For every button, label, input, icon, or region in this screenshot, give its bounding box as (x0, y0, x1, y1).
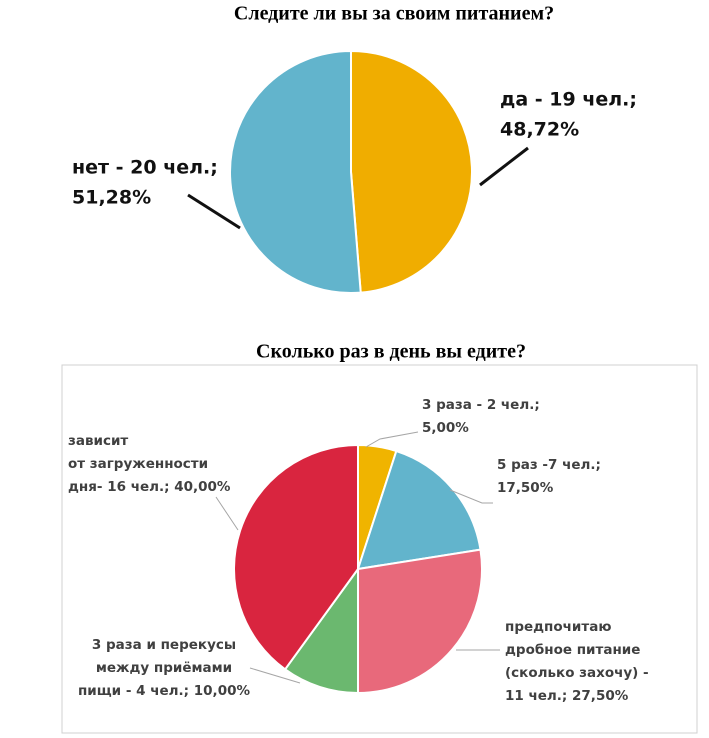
data-label: 5,00% (422, 420, 469, 436)
data-label: 3 раза и перекусы (92, 637, 236, 653)
data-label: зависит (68, 433, 128, 449)
pie-slice (233, 443, 359, 671)
leader-line (249, 667, 301, 684)
pie-slice (357, 548, 483, 695)
data-label: 51,28% (72, 187, 151, 209)
data-label: 48,72% (500, 119, 579, 141)
data-label: (сколько захочу) - (505, 665, 649, 681)
pie-slice (229, 49, 362, 294)
data-label: предпочитаю (505, 619, 611, 635)
data-label: 5 раз -7 чел.; (497, 457, 601, 473)
pie-slice (350, 49, 474, 294)
chart-title: Сколько раз в день вы едите? (256, 341, 526, 363)
data-label: от загруженности (68, 456, 208, 472)
data-label: 11 чел.; 27,50% (505, 688, 629, 704)
data-label: 17,50% (497, 480, 554, 496)
data-label: нет - 20 чел.; (72, 157, 218, 179)
chart-title: Следите ли вы за своим питанием? (234, 3, 554, 25)
pie-slice (356, 449, 482, 571)
data-label: дня- 16 чел.; 40,00% (68, 479, 231, 495)
leader-line (449, 489, 493, 504)
data-label: да - 19 чел.; (500, 89, 637, 111)
leader-line (365, 431, 419, 448)
chart-frame (61, 364, 698, 734)
leader-line (479, 146, 529, 187)
data-label: пищи - 4 чел.; 10,00% (78, 683, 251, 699)
leader-line (215, 496, 239, 531)
data-label: 3 раза - 2 чел.; (422, 397, 540, 413)
pie-slice (283, 565, 359, 695)
data-label: дробное питание (505, 642, 640, 658)
leader-line (187, 193, 241, 230)
data-label: между приёмами (96, 660, 232, 676)
